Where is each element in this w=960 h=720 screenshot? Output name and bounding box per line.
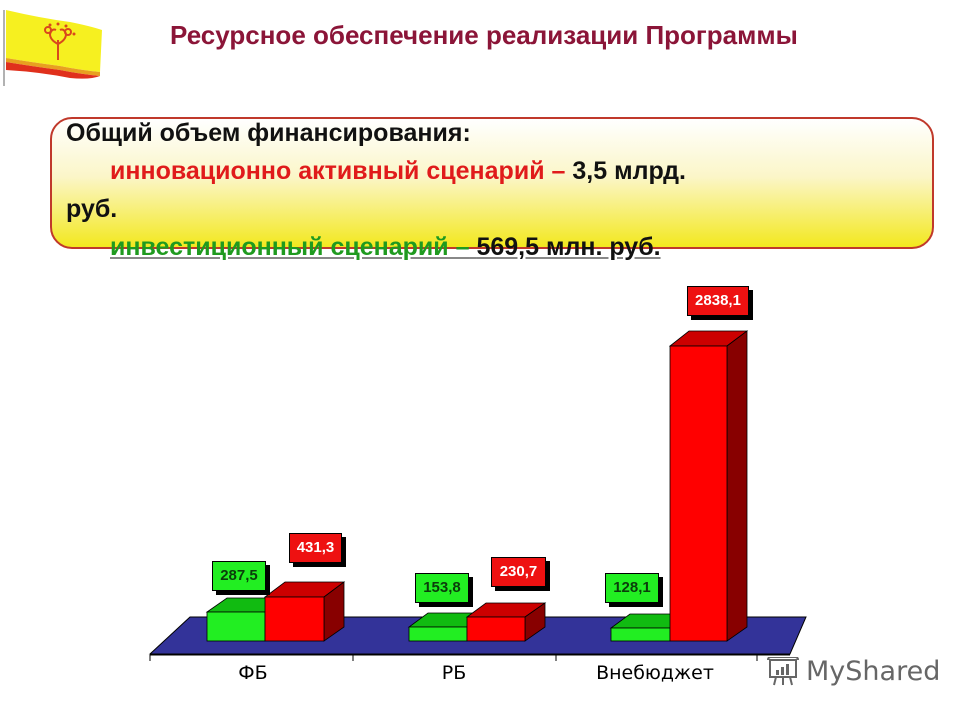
x-label-rb: РБ: [441, 662, 467, 684]
bar-group-rb: [407, 602, 547, 642]
bar-extrabudget-investment: [610, 627, 671, 642]
scenario-innovative-value: 3,5 млрд.: [572, 157, 686, 185]
presentation-board-icon: [767, 656, 799, 685]
page-title: Ресурсное обеспечение реализации Програм…: [170, 20, 798, 50]
myshared-watermark: MyShared: [766, 656, 940, 687]
value-label-extrabudget-investment: 128,1: [605, 573, 659, 603]
scenario-investment-line: инвестиционный сценарий – 569,5 млн. руб…: [66, 228, 946, 266]
funding-summary-text: Общий объем финансирования: инновационно…: [66, 114, 946, 266]
chuvashia-flag-icon: [3, 10, 102, 86]
scenario-investment-label: инвестиционный сценарий –: [110, 233, 470, 261]
value-label-extrabudget-innovative: 2838,1: [687, 286, 749, 316]
x-label-fb: ФБ: [238, 662, 268, 684]
bar-rb-investment: [408, 626, 468, 642]
bar-group-fb: [205, 581, 346, 642]
scenario-investment-value: 569,5 млн. руб.: [476, 233, 661, 261]
value-label-rb-investment: 153,8: [415, 573, 469, 603]
scenario-innovative-label: инновационно активный сценарий –: [110, 157, 566, 185]
x-label-extrabudget: Внебюджет: [596, 662, 714, 684]
value-label-fb-investment: 287,5: [212, 561, 266, 591]
summary-heading: Общий объем финансирования:: [66, 119, 471, 147]
bar-extrabudget-innovative: [669, 345, 728, 642]
bar-fb-investment: [206, 611, 266, 642]
scenario-innovative-line: инновационно активный сценарий – 3,5 млр…: [66, 152, 946, 190]
scenario-innovative-unit: руб.: [66, 195, 118, 223]
watermark-text: MyShared: [806, 656, 941, 687]
value-label-rb-innovative: 230,7: [491, 557, 546, 587]
bar-fb-innovative: [264, 596, 325, 642]
bar-group-extrabudget: [609, 330, 749, 642]
bar-rb-innovative: [466, 616, 526, 642]
funding-summary-box: [50, 117, 934, 249]
value-label-fb-innovative: 431,3: [289, 533, 342, 563]
